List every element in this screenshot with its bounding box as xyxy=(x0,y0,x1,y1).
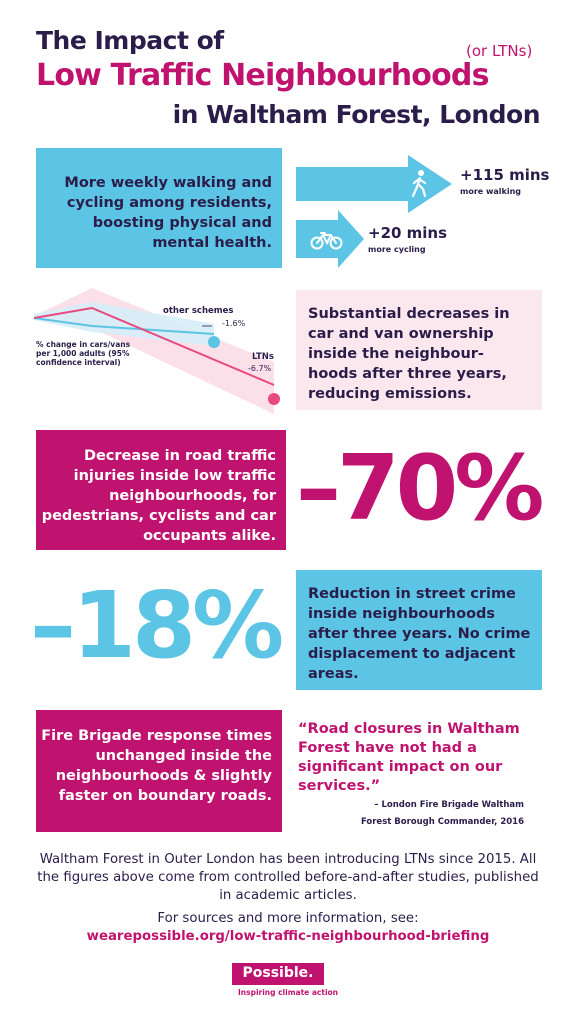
title-line-3: in Waltham Forest, London xyxy=(172,100,541,129)
crime-text: Reduction in street crime inside neighbo… xyxy=(308,586,531,682)
activity-text: More weekly walking and cycling among re… xyxy=(64,175,272,251)
cycling-arrow xyxy=(296,210,364,268)
fire-quote-attribution: – London Fire Brigade Waltham Forest Bor… xyxy=(298,797,524,831)
logo-text: Possible. xyxy=(242,965,314,981)
fire-box: Fire Brigade response times unchanged in… xyxy=(36,710,282,832)
ownership-text: Substantial decreases in car and van own… xyxy=(308,306,510,402)
chart-y-label: % change in cars/vans per 1,000 adults (… xyxy=(36,340,131,367)
sources-intro: For sources and more information, see: xyxy=(157,911,419,926)
sources-link[interactable]: wearepossible.org/low-traffic-neighbourh… xyxy=(86,929,490,944)
possible-logo: Possible. xyxy=(232,963,324,985)
title-line-1: The Impact of xyxy=(36,26,224,55)
crime-value: –18% xyxy=(30,572,284,679)
activity-box: More weekly walking and cycling among re… xyxy=(36,148,282,268)
series-name-other: other schemes xyxy=(163,306,234,316)
series-value-ltn: -6.7% xyxy=(248,364,272,373)
cycling-label: more cycling xyxy=(368,245,426,254)
ownership-chart xyxy=(34,288,280,414)
injuries-text: Decrease in road traffic injuries inside… xyxy=(41,448,276,544)
other-confidence-band xyxy=(34,302,214,346)
injuries-box: Decrease in road traffic injuries inside… xyxy=(36,430,286,550)
ownership-box: Substantial decreases in car and van own… xyxy=(296,290,542,410)
title-aside: (or LTNs) xyxy=(466,42,533,60)
walking-label: more walking xyxy=(460,187,522,196)
walking-person-icon xyxy=(411,170,427,198)
ltn-series-line xyxy=(34,306,275,386)
series-value-other: -1.6% xyxy=(222,319,246,328)
about-text: Waltham Forest in Outer London has been … xyxy=(37,852,539,903)
ltn-series-end-point xyxy=(268,393,280,405)
injuries-value: –70% xyxy=(296,436,544,541)
bicycle-icon xyxy=(310,232,343,250)
fire-quote: “Road closures in Waltham Forest have no… xyxy=(298,721,520,794)
other-series-end-point xyxy=(208,336,220,348)
cycling-value: +20 mins xyxy=(368,224,448,242)
attribution-line-2: Forest Borough Commander, 2016 xyxy=(360,817,524,827)
fire-text: Fire Brigade response times unchanged in… xyxy=(41,728,272,804)
walking-arrow xyxy=(296,155,454,213)
logo-tagline: Inspiring climate action xyxy=(237,988,339,997)
other-series-line xyxy=(34,317,215,335)
series-name-ltn: LTNs xyxy=(252,352,274,362)
title-line-2: Low Traffic Neighbourhoods xyxy=(36,58,489,93)
walking-value: +115 mins xyxy=(460,166,550,184)
attribution-line-1: – London Fire Brigade Waltham xyxy=(374,800,524,810)
crime-box: Reduction in street crime inside neighbo… xyxy=(296,570,542,690)
